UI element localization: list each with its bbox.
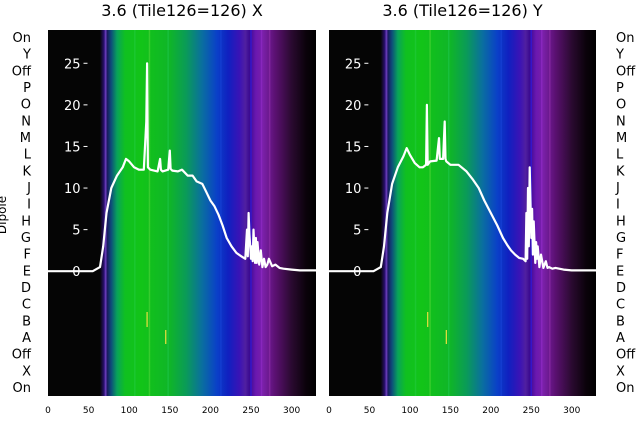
dipole-label: Off: [12, 64, 32, 79]
heatmap-streak: [167, 30, 169, 396]
x-tick-label: 250: [242, 406, 259, 416]
dipole-label: A: [616, 331, 625, 346]
heatmap-streak: [429, 30, 431, 396]
x-tick-label: 100: [401, 406, 418, 416]
dipole-label: On: [13, 381, 31, 396]
dipole-label: Off: [12, 348, 32, 363]
dipole-label: J: [615, 181, 620, 196]
dipole-label: K: [22, 164, 31, 179]
dipole-label: E: [616, 264, 624, 279]
dipole-label: P: [616, 81, 624, 96]
y-tick-label: 5: [353, 224, 361, 239]
heatmap-streak: [447, 30, 450, 396]
x-tick-label: 200: [482, 406, 499, 416]
heatmap-background: [329, 30, 596, 396]
dipole-label: H: [21, 214, 31, 229]
dipole-label: J: [26, 181, 31, 196]
x-tick-label: 50: [83, 406, 95, 416]
series-line: [48, 62, 316, 273]
dipole-label: L: [616, 148, 624, 163]
dipole-label: C: [22, 298, 31, 313]
y-tick-label: 10: [345, 182, 362, 197]
dipole-label: Off: [616, 64, 636, 79]
y-tick-label: 20: [345, 99, 362, 114]
x-tick-label: 150: [161, 406, 178, 416]
dipole-label: E: [23, 264, 31, 279]
y-tick-label: 0: [353, 265, 361, 280]
dipole-label: O: [21, 98, 31, 113]
x-tick-label: 50: [364, 406, 376, 416]
chart-title: 3.6 (Tile126=126) X: [101, 1, 263, 20]
dipole-label: O: [616, 98, 626, 113]
dipole-label: F: [616, 248, 623, 263]
y-axis-label: Dipole: [0, 196, 9, 234]
dipole-label: I: [27, 198, 31, 213]
x-tick-label: 0: [45, 406, 51, 416]
series-line: [329, 103, 596, 273]
dipole-label: C: [616, 298, 625, 313]
x-tick-label: 250: [523, 406, 540, 416]
dipole-label: A: [22, 331, 31, 346]
x-tick-label: 300: [563, 406, 580, 416]
x-tick-label: 0: [326, 406, 332, 416]
heatmap-streak: [220, 30, 222, 396]
y-tick-label: 10: [64, 182, 81, 197]
y-tick-label: 5: [72, 224, 80, 239]
y-tick-label: 20: [64, 99, 81, 114]
dipole-label: Off: [616, 348, 636, 363]
heatmap-streak: [260, 30, 263, 396]
heatmap-streak: [268, 30, 271, 396]
y-tick-label: 25: [345, 57, 362, 72]
dipole-label: D: [616, 281, 626, 296]
heatmap-streak: [549, 30, 551, 396]
dipole-label: H: [616, 214, 626, 229]
dipole-label: B: [616, 314, 625, 329]
chart-title: 3.6 (Tile126=126) Y: [382, 1, 543, 20]
y-tick-label: 0: [72, 265, 80, 280]
dipole-label: X: [616, 364, 625, 379]
x-tick-label: 150: [442, 406, 459, 416]
dipole-label: L: [24, 148, 32, 163]
dipole-label: N: [616, 114, 626, 129]
dipole-label: G: [616, 231, 626, 246]
dipole-label: Y: [615, 48, 624, 63]
x-tick-label: 100: [121, 406, 138, 416]
dipole-label: On: [13, 31, 31, 46]
dipole-label: N: [21, 114, 31, 129]
heatmap-streak: [414, 30, 417, 396]
heatmap-streak: [540, 30, 543, 396]
dipole-label: X: [22, 364, 31, 379]
dipole-label: P: [23, 81, 31, 96]
dipole-label: On: [616, 381, 634, 396]
heatmap-streak: [134, 30, 136, 396]
heatmap-streak: [250, 30, 252, 396]
heatmap-streak: [148, 30, 151, 396]
dipole-label: I: [616, 198, 620, 213]
heatmap-streak: [500, 30, 503, 396]
x-tick-label: 200: [202, 406, 219, 416]
dipole-label: B: [22, 314, 31, 329]
dipole-label: M: [616, 131, 627, 146]
dipole-label: F: [24, 248, 31, 263]
y-tick-label: 25: [64, 57, 81, 72]
y-tick-label: 15: [345, 140, 362, 155]
heatmap-background: [48, 30, 316, 396]
x-tick-label: 300: [283, 406, 300, 416]
dipole-label: K: [616, 164, 625, 179]
dipole-label: D: [21, 281, 31, 296]
dipole-label: G: [21, 231, 31, 246]
y-tick-label: 15: [64, 140, 81, 155]
dipole-label: On: [616, 31, 634, 46]
dipole-label: M: [20, 131, 31, 146]
dipole-label: Y: [22, 48, 31, 63]
